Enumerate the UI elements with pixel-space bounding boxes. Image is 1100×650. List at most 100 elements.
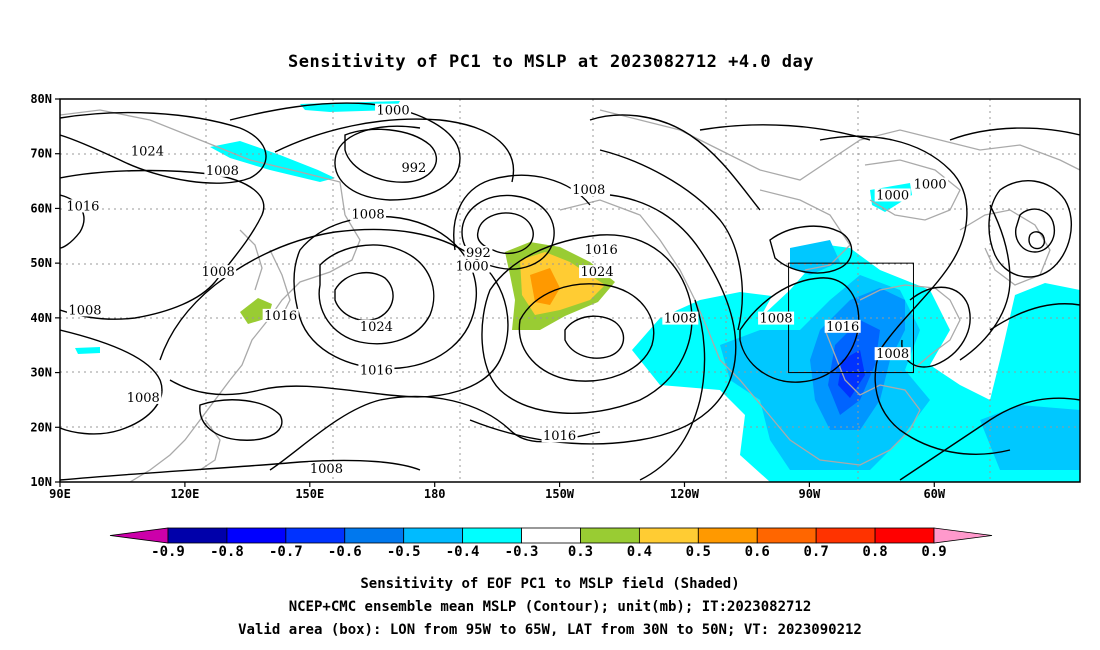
lat-tick-label: 60N xyxy=(30,201,52,215)
colorbar-swatch xyxy=(167,527,228,544)
colorbar-label: 0.8 xyxy=(862,544,887,560)
shade-lightblue-c xyxy=(980,405,1080,470)
contour-label: 1024 xyxy=(360,320,393,335)
contour-label-bg xyxy=(350,207,387,221)
contour-label: 1016 xyxy=(543,429,576,444)
lon-tick-label: 180 xyxy=(424,487,446,501)
contour-label-bg xyxy=(570,183,607,197)
colorbar-label: -0.5 xyxy=(387,544,421,560)
contour-label: 1008 xyxy=(68,303,101,318)
contour-label-bg xyxy=(399,161,428,175)
lat-tick-label: 10N xyxy=(30,475,52,489)
contour-label-bg xyxy=(758,311,795,325)
contour-label: 1016 xyxy=(264,309,297,324)
map-frame xyxy=(59,98,1081,483)
contour-label: 1024 xyxy=(131,145,164,160)
contour-label: 992 xyxy=(466,246,491,261)
colorbar: -0.9 -0.8 -0.7 -0.6 -0.5 -0.4 -0.3 0.3 0.4 0.5 0.6… xyxy=(109,527,993,560)
shade-cyan-small xyxy=(75,347,100,354)
contour-label-bg xyxy=(579,265,616,279)
contour-label-bg xyxy=(129,144,166,158)
colorbar-label: -0.3 xyxy=(505,544,539,560)
shade-blue-c xyxy=(838,350,865,398)
colorbar-label: -0.7 xyxy=(269,544,303,560)
contour-label-bg xyxy=(874,347,911,361)
lon-tick-label: 120E xyxy=(170,487,199,501)
map-panel: 1024 1008 1016 1008 1008 1008 1008 1016 1024 1016… xyxy=(30,92,1081,501)
contour-label-bg xyxy=(358,363,395,377)
caption-line-3: Valid area (box): LON from 95W to 65W, L… xyxy=(238,622,862,638)
colorbar-swatch xyxy=(285,527,346,544)
colorbar-label: 0.3 xyxy=(568,544,593,560)
caption-line-1: Sensitivity of EOF PC1 to MSLP field (Sh… xyxy=(360,576,739,592)
colorbar-label: -0.4 xyxy=(446,544,480,560)
lat-tick-label: 50N xyxy=(30,256,52,270)
contour-label-bg xyxy=(204,163,241,177)
contour-label: 1008 xyxy=(310,462,343,477)
colorbar-swatch xyxy=(874,527,935,544)
colorbar-label: 0.7 xyxy=(804,544,829,560)
lon-tick-label: 150E xyxy=(295,487,324,501)
contour-label: 1008 xyxy=(664,312,697,327)
colorbar-max-triangle xyxy=(933,527,993,544)
colorbar-swatch xyxy=(580,527,640,544)
contour-label-bg xyxy=(541,429,578,443)
contour-label: 1000 xyxy=(914,178,947,193)
lat-tick-label: 40N xyxy=(30,311,52,325)
contour-label-bg xyxy=(200,265,237,279)
lat-tick-label: 30N xyxy=(30,366,52,380)
colorbar-label: 0.6 xyxy=(745,544,770,560)
contour-label: 1000 xyxy=(456,260,489,275)
plot-title: Sensitivity of PC1 to MSLP at 2023082712… xyxy=(288,52,814,72)
contour-label-bg xyxy=(375,103,412,117)
contour-label: 1008 xyxy=(352,208,385,223)
shade-cyan-siberia xyxy=(210,141,335,182)
colorbar-min-triangle xyxy=(109,527,169,544)
grid-lines xyxy=(60,99,1080,482)
contour-label-bg xyxy=(454,259,491,273)
colorbar-swatch xyxy=(462,527,522,544)
contour-label-bg xyxy=(308,462,345,476)
colorbar-swatch xyxy=(521,527,581,544)
contour-label: 1008 xyxy=(127,391,160,406)
shade-lightblue-b xyxy=(790,240,840,275)
lat-tick-label: 20N xyxy=(30,420,52,434)
colorbar-label: 0.4 xyxy=(627,544,652,560)
contour-label-bg xyxy=(662,311,699,325)
colorbar-swatch xyxy=(697,527,758,544)
colorbar-label: -0.9 xyxy=(151,544,185,560)
colorbar-swatch xyxy=(403,527,464,544)
contour-label: 1000 xyxy=(876,188,909,203)
colorbar-label: -0.8 xyxy=(210,544,244,560)
lat-tick-label: 80N xyxy=(30,92,52,106)
contour-label: 1016 xyxy=(585,243,618,258)
contour-label: 1000 xyxy=(377,104,410,119)
contour-label: 1008 xyxy=(206,164,239,179)
contour-label: 1008 xyxy=(760,312,793,327)
contour-label-bg xyxy=(358,319,395,333)
captions: Sensitivity of EOF PC1 to MSLP field (Sh… xyxy=(238,576,862,638)
colorbar-label: 0.9 xyxy=(921,544,946,560)
contour-label-bg xyxy=(874,188,911,202)
lon-tick-label: 90W xyxy=(799,487,821,501)
contour-label: 1008 xyxy=(202,265,235,280)
contour-label: 1024 xyxy=(581,265,614,280)
lon-tick-label: 60W xyxy=(923,487,945,501)
contour-label-bg xyxy=(824,319,861,333)
contour-label-bg xyxy=(583,243,620,257)
contour-label-bg xyxy=(912,177,949,191)
contour-labels: 1024 1008 1016 1008 1008 1008 1008 1016 1024 1016… xyxy=(64,103,949,477)
contour-label-bg xyxy=(66,303,103,317)
contour-label-bg xyxy=(125,390,162,404)
contour-label-bg xyxy=(464,245,493,259)
lon-tick-label: 150W xyxy=(545,487,575,501)
colorbar-swatch xyxy=(638,527,699,544)
colorbar-label: 0.5 xyxy=(686,544,711,560)
colorbar-swatch xyxy=(815,527,876,544)
colorbar-swatch xyxy=(756,527,817,544)
contour-label: 1016 xyxy=(360,364,393,379)
contour-label-bg xyxy=(262,308,299,322)
lon-tick-label: 90E xyxy=(49,487,71,501)
caption-line-2: NCEP+CMC ensemble mean MSLP (Contour); u… xyxy=(289,599,812,615)
